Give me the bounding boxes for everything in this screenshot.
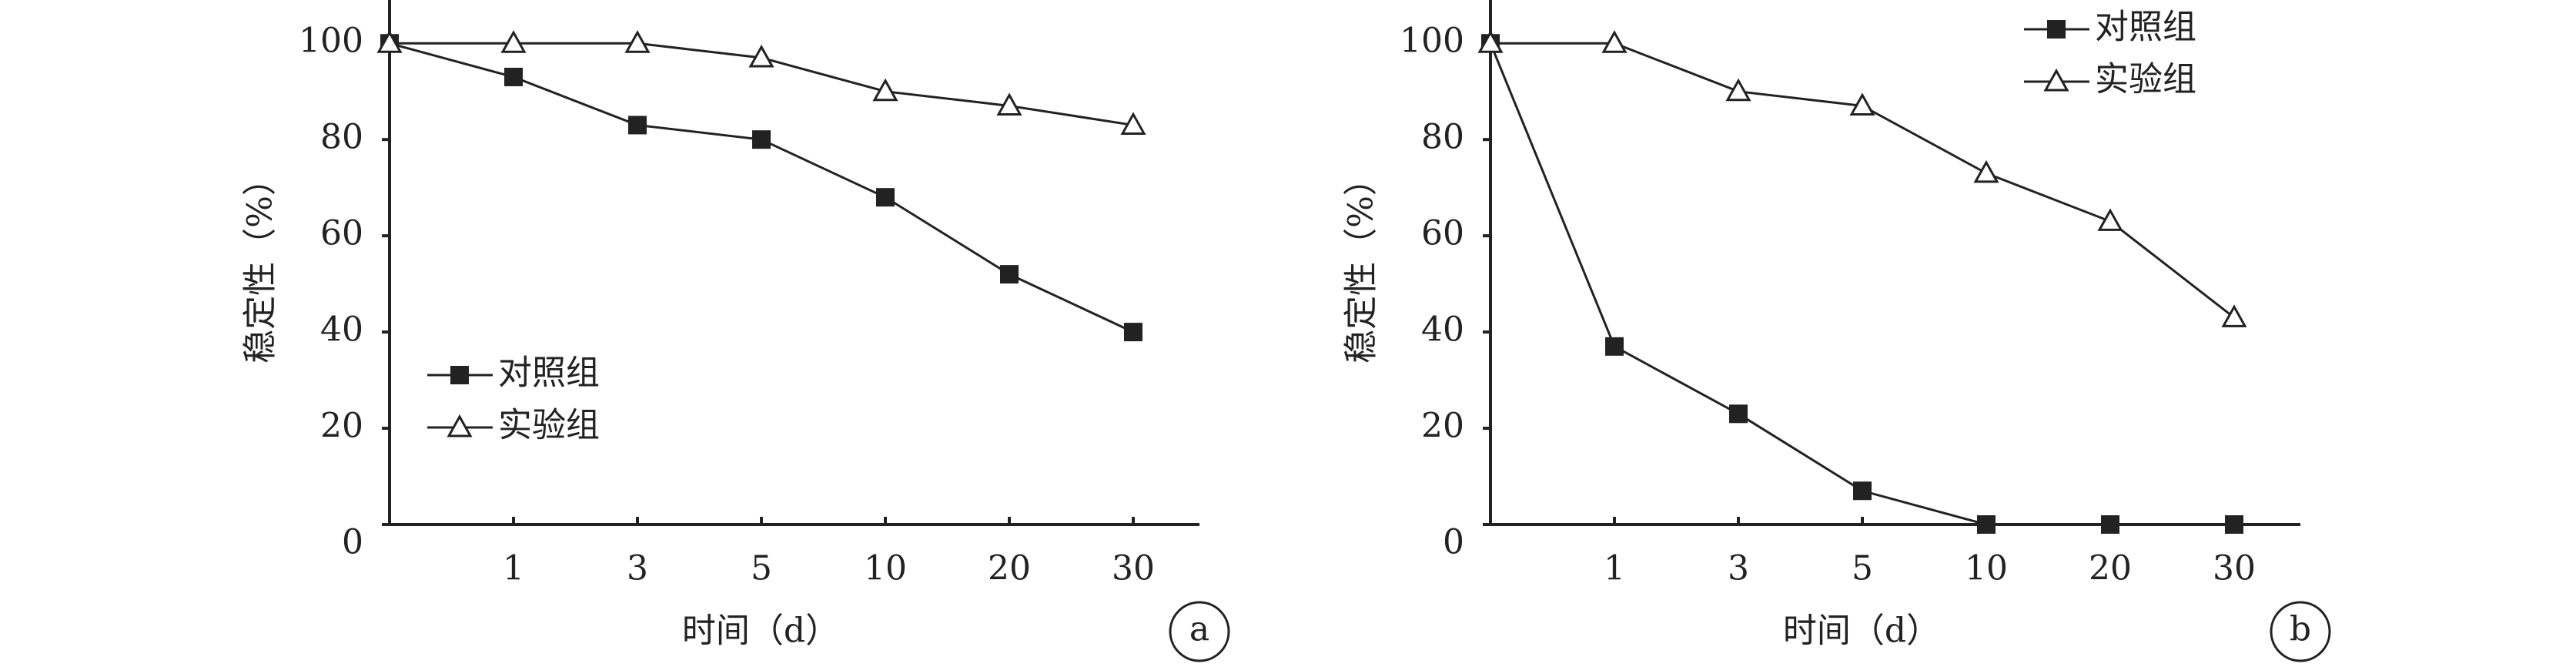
marker [752, 130, 771, 149]
marker [504, 67, 523, 86]
marker [996, 92, 1022, 116]
y-tick-label: 60 [1421, 214, 1464, 253]
marker [1725, 78, 1751, 102]
x-tick-label: 5 [751, 549, 772, 588]
marker [1973, 159, 1999, 183]
y-axis-label: 稳定性（%） [1342, 162, 1381, 364]
y-tick-label: 20 [320, 407, 363, 446]
marker [2043, 68, 2069, 92]
marker [628, 116, 647, 135]
x-tick-label: 20 [988, 549, 1031, 588]
marker [624, 30, 651, 53]
marker [1977, 515, 1996, 534]
marker [2047, 20, 2066, 39]
y-axis-label: 稳定性（%） [241, 162, 280, 364]
panel-circle [2270, 601, 2331, 662]
marker [2101, 515, 2119, 534]
marker [1849, 92, 1875, 116]
y-tick-label: 100 [1400, 22, 1464, 61]
x-axis-label: 时间（d） [682, 612, 839, 651]
marker [872, 78, 898, 102]
marker [500, 30, 527, 53]
x-tick-label: 1 [1604, 549, 1625, 588]
y-tick-label: 100 [299, 22, 363, 61]
marker [447, 414, 473, 437]
y-tick-label: 80 [1421, 118, 1464, 157]
y-tick-label: 80 [320, 118, 363, 157]
marker [748, 44, 774, 68]
x-tick-label: 3 [627, 549, 648, 588]
marker [2225, 515, 2243, 534]
x-tick-label: 20 [2089, 549, 2132, 588]
series-line [389, 42, 1134, 334]
x-tick-label: 10 [1965, 549, 2008, 588]
panel-label: b [2290, 610, 2311, 649]
marker [1605, 337, 1624, 356]
x-tick-label: 3 [1728, 549, 1749, 588]
marker [2097, 208, 2123, 231]
legend-label: 对照组 [2095, 8, 2196, 47]
y-tick-label: 40 [320, 310, 363, 350]
x-tick-label: 1 [503, 549, 524, 588]
y-tick-label: 40 [1421, 310, 1464, 350]
x-tick-label: 30 [1112, 549, 1155, 588]
marker [876, 188, 895, 207]
marker [1120, 112, 1146, 135]
legend-label: 实验组 [498, 406, 600, 445]
panel-circle [1169, 601, 1230, 662]
panel-label: a [1189, 610, 1209, 649]
marker [1124, 323, 1142, 342]
y-tick-label: 0 [1443, 523, 1464, 562]
x-axis-label: 时间（d） [1783, 612, 1940, 651]
y-tick-label: 20 [1421, 407, 1464, 446]
y-tick-label: 0 [342, 523, 363, 562]
y-tick-label: 60 [320, 214, 363, 253]
marker [1000, 265, 1019, 284]
x-tick-label: 30 [2213, 549, 2256, 588]
marker [376, 30, 403, 53]
x-tick-label: 5 [1852, 549, 1873, 588]
x-tick-label: 10 [864, 549, 907, 588]
marker [1477, 30, 1504, 53]
marker [2221, 304, 2247, 327]
marker [450, 366, 469, 384]
legend-label: 实验组 [2095, 60, 2196, 99]
marker [1601, 30, 1628, 53]
marker [1729, 404, 1748, 424]
marker [1853, 481, 1872, 501]
legend-label: 对照组 [498, 354, 600, 393]
